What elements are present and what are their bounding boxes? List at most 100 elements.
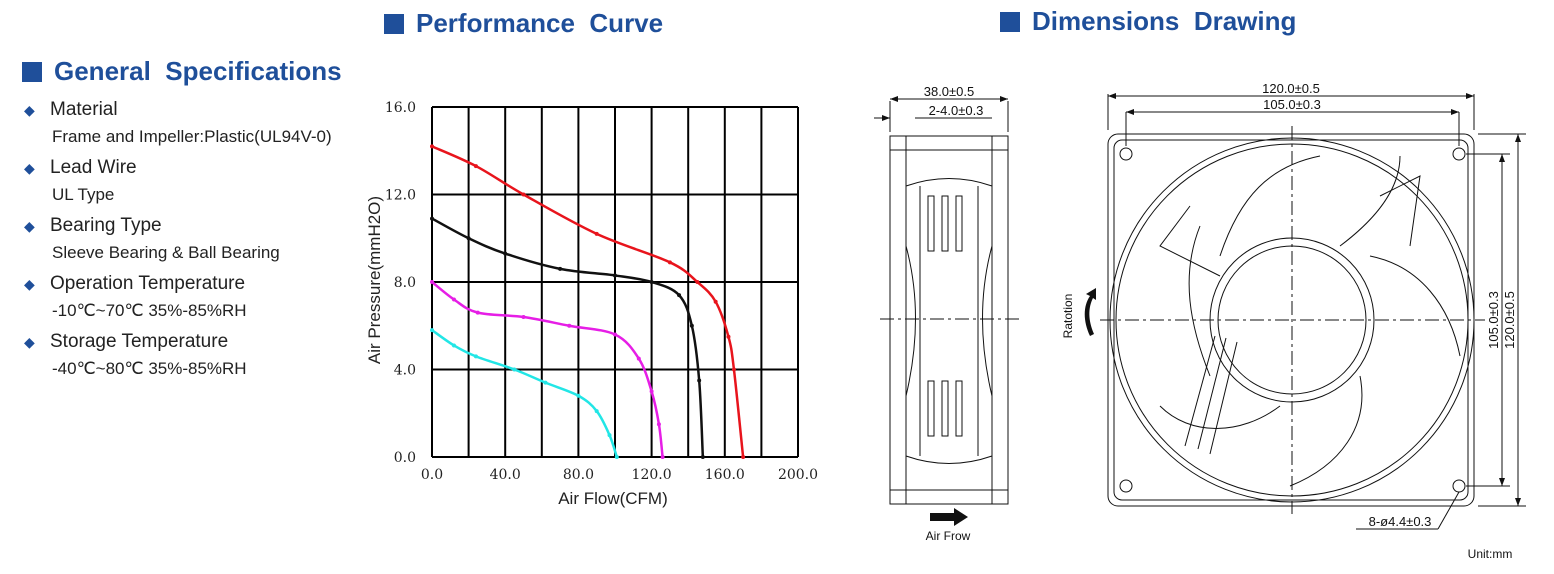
spec-value: Frame and Impeller:Plastic(UL94V-0) — [52, 127, 332, 146]
data-point — [700, 455, 705, 459]
holes-dim: 8-ø4.4±0.3 — [1369, 514, 1432, 529]
side-width-dim: 38.0±0.5 — [924, 84, 975, 99]
heading-square-icon — [384, 13, 404, 34]
data-point — [430, 280, 434, 284]
data-point — [473, 354, 478, 359]
spec-value: UL Type — [52, 185, 115, 204]
front-hole-spacing-dim: 105.0±0.3 — [1263, 97, 1321, 112]
diamond-bullet-icon: ◆ — [24, 217, 35, 234]
specifications-list: ◆ Material Frame and Impeller:Plastic(UL9… — [24, 96, 364, 386]
data-point — [741, 455, 746, 459]
spec-item: ◆ Storage Temperature -40℃~80℃ 35%-85%RH — [24, 328, 364, 382]
x-tick-label: 120.0 — [632, 467, 672, 483]
data-point — [697, 378, 702, 383]
y-axis-label: Air Pressure(mmH2O) — [365, 196, 384, 364]
data-point — [660, 455, 665, 459]
data-point — [451, 343, 456, 348]
data-point — [726, 334, 731, 339]
y-tick-label: 8.0 — [394, 275, 416, 291]
data-point — [594, 409, 599, 414]
data-point — [521, 315, 526, 319]
data-point — [503, 251, 508, 256]
dimensions-drawing-heading: Dimensions Drawing — [1000, 6, 1296, 37]
data-point — [689, 323, 694, 328]
diamond-bullet-icon: ◆ — [24, 275, 35, 292]
x-tick-label: 80.0 — [563, 467, 594, 483]
data-point — [656, 422, 661, 427]
dimensions-drawing-title: Dimensions Drawing — [1032, 6, 1297, 36]
x-axis-label: Air Flow(CFM) — [558, 489, 668, 508]
unit-label: Unit:mm — [1468, 547, 1513, 561]
spec-item: ◆ Bearing Type Sleeve Bearing & Ball Bear… — [24, 212, 364, 266]
data-point — [451, 297, 456, 302]
front-width-dim: 120.0±0.5 — [1262, 81, 1320, 96]
airflow-arrow-icon — [930, 508, 968, 526]
data-point — [594, 231, 599, 236]
spec-value: -40℃~80℃ 35%-85%RH — [52, 359, 247, 378]
spec-item: ◆ Operation Temperature -10℃~70℃ 35%-85%R… — [24, 270, 364, 324]
y-tick-label: 4.0 — [394, 363, 416, 379]
data-point — [613, 273, 617, 278]
spec-value: Sleeve Bearing & Ball Bearing — [52, 243, 280, 262]
y-tick-label: 12.0 — [385, 188, 416, 204]
data-point — [695, 280, 700, 284]
diamond-bullet-icon: ◆ — [24, 333, 35, 350]
spec-title: Material — [50, 99, 118, 120]
diamond-bullet-icon: ◆ — [24, 101, 35, 118]
spec-value: -10℃~70℃ 35%-85%RH — [52, 301, 247, 320]
data-point — [473, 164, 478, 169]
y-tick-label: 16.0 — [385, 100, 416, 116]
rotation-arrow-icon — [1084, 288, 1096, 336]
data-point — [677, 293, 682, 298]
data-point — [430, 328, 434, 333]
data-point — [521, 192, 526, 197]
dimensions-drawing: 38.0±0.5 2-4.0±0.3 120.0±0.5 105.0±0.3 1… — [874, 81, 1526, 561]
spec-title: Bearing Type — [50, 215, 162, 236]
data-point — [731, 367, 736, 372]
heading-square-icon — [22, 61, 42, 82]
airflow-label: Air Frow — [926, 529, 971, 543]
data-point — [466, 236, 471, 241]
side-view — [874, 98, 1020, 505]
general-specifications-title: General Specifications — [54, 56, 342, 86]
x-tick-label: 160.0 — [705, 467, 745, 483]
data-point — [576, 393, 581, 398]
rotation-label: Ratotion — [1061, 294, 1075, 339]
data-point — [430, 144, 434, 149]
diamond-bullet-icon: ◆ — [24, 159, 35, 176]
x-tick-label: 200.0 — [778, 467, 818, 483]
series-line-3 — [431, 329, 619, 458]
spec-title: Storage Temperature — [50, 331, 229, 352]
side-flange-dim: 2-4.0±0.3 — [929, 103, 984, 118]
data-point — [543, 380, 548, 385]
performance-curve-title: Performance Curve — [416, 8, 664, 38]
spec-title: Lead Wire — [50, 157, 137, 178]
series-line-0 — [431, 145, 745, 458]
x-tick-label: 0.0 — [421, 467, 443, 483]
data-point — [512, 367, 517, 372]
x-tick-label: 40.0 — [490, 467, 521, 483]
data-point — [613, 332, 617, 337]
data-point — [667, 260, 672, 265]
heading-square-icon — [1000, 11, 1020, 32]
data-point — [614, 455, 619, 459]
general-specifications-heading: General Specifications — [22, 56, 342, 87]
data-point — [430, 216, 434, 221]
series-line-1 — [431, 217, 705, 458]
y-tick-label: 0.0 — [394, 450, 416, 466]
front-view — [1100, 94, 1526, 530]
performance-chart: 0.0 40.0 80.0 120.0 160.0 200.0 0.0 4.0 8.0 12.0 1… — [365, 100, 818, 508]
data-point — [636, 356, 641, 361]
performance-curve-heading: Performance Curve — [384, 8, 663, 39]
data-point — [567, 323, 572, 328]
spec-item: ◆ Material Frame and Impeller:Plastic(UL9… — [24, 96, 364, 150]
vertical-hole-spacing-dim: 105.0±0.3 — [1486, 291, 1501, 349]
series-line-2 — [431, 281, 664, 458]
vertical-height-dim: 120.0±0.5 — [1502, 291, 1517, 349]
spec-item: ◆ Lead Wire UL Type — [24, 154, 364, 208]
data-point — [475, 310, 480, 315]
data-point — [713, 299, 718, 304]
data-point — [649, 389, 654, 394]
data-point — [558, 266, 563, 271]
spec-title: Operation Temperature — [50, 273, 246, 294]
